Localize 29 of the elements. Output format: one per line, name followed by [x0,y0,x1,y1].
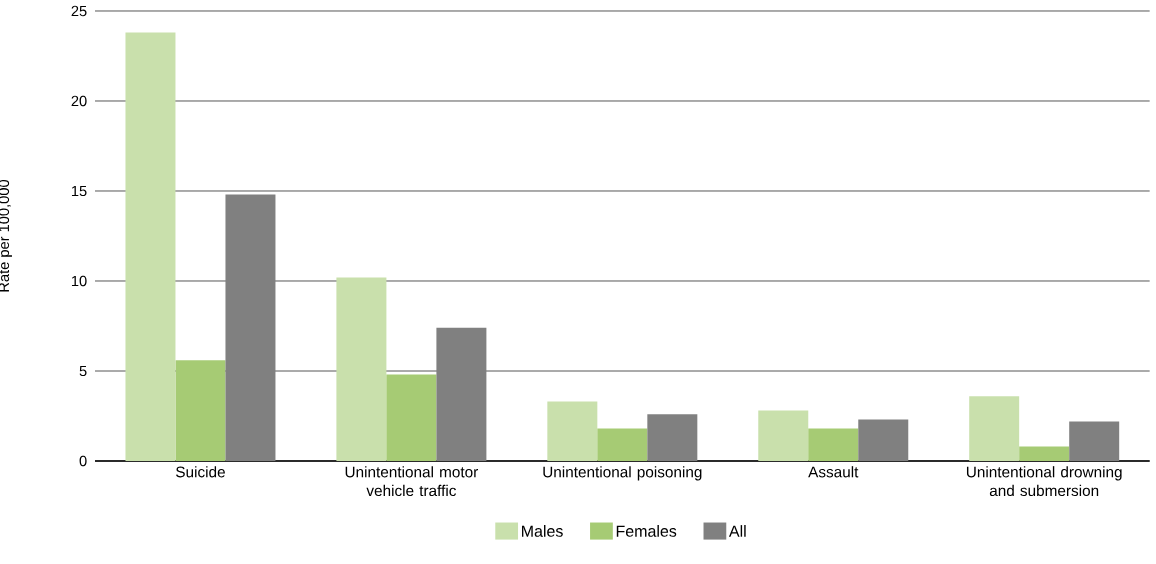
x-tick-label: Unintentional motor vehicle traffic [345,466,479,497]
x-tick-label: Assault [808,466,859,478]
bar [597,428,648,461]
y-tick-label: 15 [71,185,87,197]
bar [175,360,226,461]
bar [969,396,1020,461]
bar [436,327,487,461]
x-tick-label: Suicide [176,466,225,478]
bar [647,414,698,461]
bar [547,401,598,461]
bar [1019,446,1070,461]
bar [808,428,859,461]
legend-label: All [728,525,746,537]
bar [1069,421,1120,461]
bar [858,419,909,461]
x-tick-label: Unintentional drowning and submersion [966,466,1122,497]
y-tick-label: 10 [71,275,87,287]
legend-label: Females [616,525,677,537]
bar [386,374,437,461]
bar [125,32,176,461]
y-tick-label: 25 [71,5,87,17]
bar [225,194,276,461]
bar [758,410,809,461]
x-tick-label: Unintentional poisoning [543,466,702,481]
bar [336,277,387,461]
y-tick-label: 20 [71,95,87,107]
y-tick-label: 0 [79,455,87,467]
y-tick-label: 5 [79,365,87,377]
legend-label: Males [522,525,563,537]
